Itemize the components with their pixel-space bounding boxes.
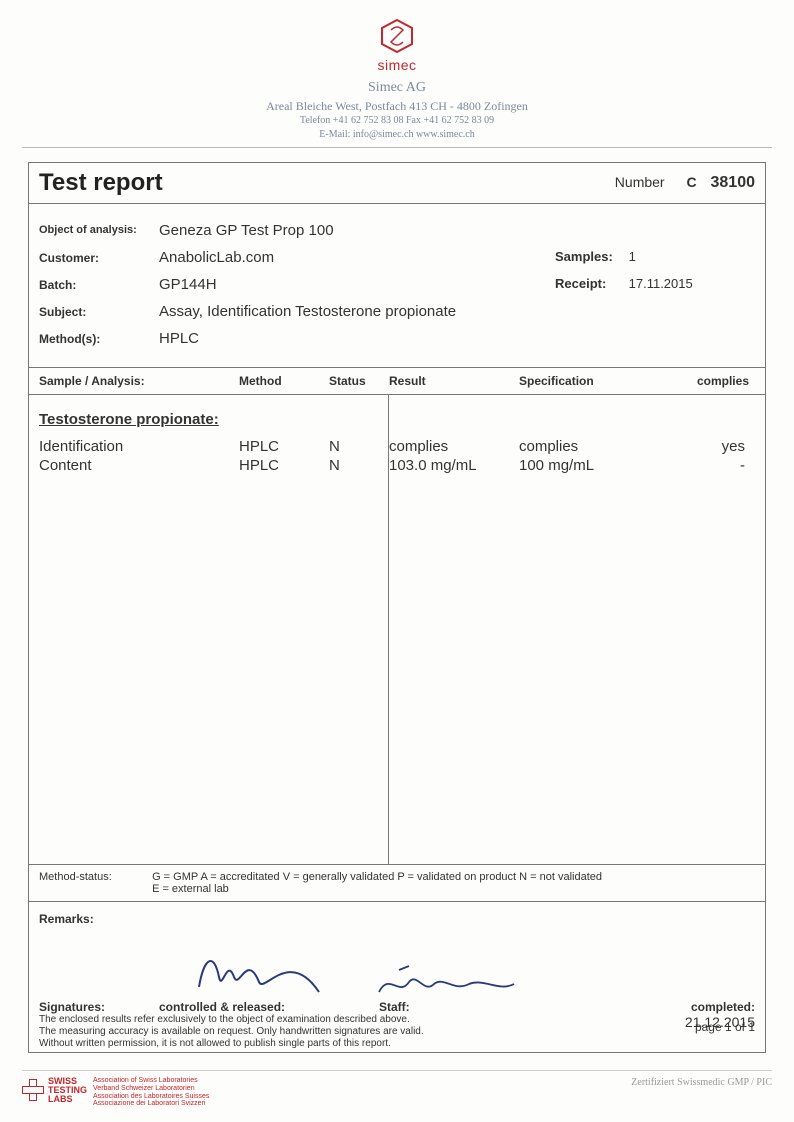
company-address: Areal Bleiche West, Postfach 413 CH - 48…	[0, 98, 794, 114]
company-contact: Telefon +41 62 752 83 08 Fax +41 62 752 …	[0, 114, 794, 128]
batch-value: GP144H	[159, 276, 555, 293]
meta-section: Object of analysis: Geneza GP Test Prop …	[29, 204, 765, 368]
row-result: complies	[389, 438, 519, 455]
report-title: Test report	[39, 169, 163, 197]
receipt-value: 17.11.2015	[629, 276, 693, 291]
analysis-body: Testosterone propionate: Identification …	[29, 395, 765, 865]
logo-brand-text: simec	[0, 57, 794, 73]
col-status: Status	[329, 374, 389, 388]
row-status: N	[329, 438, 389, 455]
completed-label: completed:	[691, 1000, 755, 1014]
customer-label: Customer:	[39, 249, 159, 266]
remarks-label: Remarks:	[39, 912, 755, 926]
legend-label: Method-status:	[39, 871, 149, 883]
analysis-header-row: Sample / Analysis: Method Status Result …	[29, 368, 765, 395]
header-rule	[22, 147, 772, 148]
col-spec: Specification	[519, 374, 669, 388]
col-method: Method	[239, 374, 329, 388]
receipt-label: Receipt:	[555, 276, 625, 291]
number-prefix: C	[686, 174, 696, 190]
report-number-block: Number C 38100	[615, 174, 755, 192]
page-number: page 1 of 1	[695, 1020, 755, 1034]
row-method: HPLC	[239, 438, 329, 455]
col-result: Result	[389, 374, 519, 388]
group-title: Testosterone propionate:	[39, 411, 755, 428]
disclaimer-1: The enclosed results refer exclusively t…	[39, 1014, 755, 1026]
company-email-web: E-Mail: info@simec.ch www.simec.ch	[0, 128, 794, 142]
table-row: Identification HPLC N complies complies …	[39, 438, 755, 455]
swiss-desc: Association of Swiss Laboratories Verban…	[93, 1077, 209, 1108]
disclaimer-block: The enclosed results refer exclusively t…	[39, 1014, 755, 1050]
row-name: Identification	[39, 438, 239, 455]
vertical-divider	[388, 395, 389, 864]
subject-value: Assay, Identification Testosterone propi…	[159, 303, 555, 320]
title-row: Test report Number C 38100	[29, 163, 765, 204]
batch-label: Batch:	[39, 276, 159, 293]
row-result: 103.0 mg/mL	[389, 457, 519, 474]
methods-value: HPLC	[159, 330, 555, 347]
row-complies: -	[669, 457, 755, 474]
legend-text2: E = external lab	[152, 883, 229, 895]
row-spec: 100 mg/mL	[519, 457, 669, 474]
legend-section: Method-status: G = GMP A = accreditated …	[29, 865, 765, 902]
certification-text: Zertifiziert Swissmedic GMP / PIC	[631, 1077, 772, 1088]
company-header: Simec AG Areal Bleiche West, Postfach 41…	[0, 79, 794, 141]
disclaimer-2: The measuring accuracy is available on r…	[39, 1026, 755, 1038]
swiss-cross-icon	[22, 1079, 44, 1101]
customer-value: AnabolicLab.com	[159, 249, 555, 266]
row-spec: complies	[519, 438, 669, 455]
samples-value: 1	[629, 249, 636, 264]
row-complies: yes	[669, 438, 755, 455]
company-name: Simec AG	[0, 79, 794, 98]
methods-label: Method(s):	[39, 330, 159, 347]
swiss-testing-labs-logo: SWISS TESTING LABS Association of Swiss …	[22, 1077, 209, 1108]
row-status: N	[329, 457, 389, 474]
number-value: 38100	[711, 174, 756, 191]
report-box: Test report Number C 38100 Object of ana…	[28, 162, 766, 1053]
col-sample: Sample / Analysis:	[39, 374, 239, 388]
object-value: Geneza GP Test Prop 100	[159, 222, 555, 239]
samples-label: Samples:	[555, 249, 625, 264]
legend-text1: G = GMP A = accreditated V = generally v…	[152, 871, 602, 883]
swiss-text: SWISS TESTING LABS	[48, 1077, 87, 1104]
signature-section: Remarks: Signatures: controlled & releas…	[29, 902, 765, 1052]
subject-label: Subject:	[39, 303, 159, 320]
logo-area: simec	[0, 0, 794, 73]
disclaimer-3: Without written permission, it is not al…	[39, 1038, 755, 1050]
number-label: Number	[615, 174, 665, 190]
simec-logo-icon	[377, 18, 417, 59]
row-name: Content	[39, 457, 239, 474]
signature-1	[189, 942, 329, 1002]
row-method: HPLC	[239, 457, 329, 474]
col-complies: complies	[669, 374, 755, 388]
footer: SWISS TESTING LABS Association of Swiss …	[22, 1070, 772, 1108]
table-row: Content HPLC N 103.0 mg/mL 100 mg/mL -	[39, 457, 755, 474]
object-label: Object of analysis:	[39, 222, 159, 239]
